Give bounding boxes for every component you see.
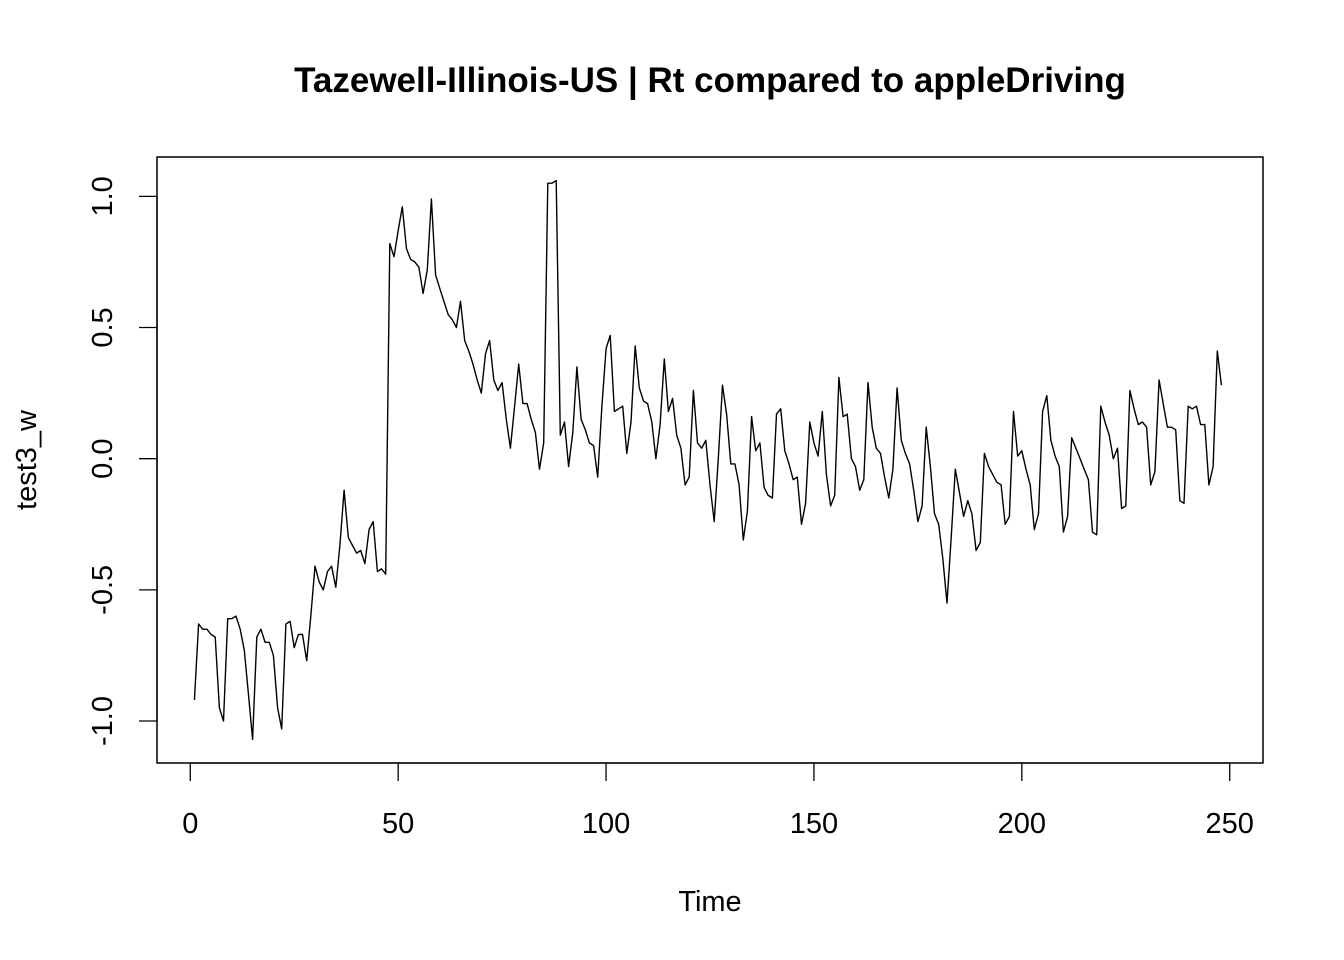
y-tick-label: 1.0 bbox=[87, 176, 119, 216]
y-tick-label: 0.5 bbox=[87, 307, 119, 347]
x-axis: 0 50 100 150 200 250 bbox=[182, 762, 1254, 840]
x-tick-label: 100 bbox=[582, 808, 630, 840]
x-axis-label: Time bbox=[678, 886, 741, 918]
x-tick-label: 50 bbox=[382, 808, 414, 840]
x-tick-label: 0 bbox=[182, 808, 198, 840]
x-tick-label: 200 bbox=[998, 808, 1046, 840]
y-tick-label: -1.0 bbox=[87, 696, 119, 746]
x-tick-label: 150 bbox=[790, 808, 838, 840]
y-tick-label: -0.5 bbox=[87, 565, 119, 615]
chart-title: Tazewell-Illinois-US | Rt compared to ap… bbox=[294, 61, 1126, 100]
y-axis-label: test3_w bbox=[11, 409, 43, 510]
plot-frame bbox=[156, 156, 1264, 764]
y-tick-label: 0.0 bbox=[87, 439, 119, 479]
y-axis: -1.0 -0.5 0.0 0.5 1.0 bbox=[87, 176, 158, 746]
x-tick-label: 250 bbox=[1206, 808, 1254, 840]
series-line bbox=[193, 179, 1223, 741]
